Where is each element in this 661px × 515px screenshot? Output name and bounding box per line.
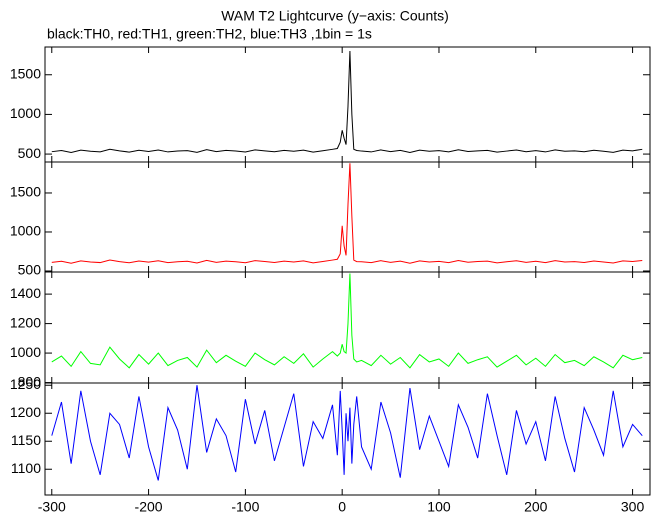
y-tick-label: 500 <box>18 262 42 278</box>
panel-frame <box>44 382 651 496</box>
x-tick-label: 200 <box>524 499 548 515</box>
y-tick-label: 1250 <box>10 376 41 392</box>
x-tick-label: 300 <box>621 499 645 515</box>
x-tick-label: 0 <box>338 499 346 515</box>
y-tick-label: 1150 <box>11 432 41 448</box>
panel-frame <box>44 46 651 163</box>
chart-subtitle: black:TH0, red:TH1, green:TH2, blue:TH3 … <box>47 26 372 42</box>
x-tick-label: -200 <box>135 499 163 515</box>
y-tick-label: 1500 <box>10 65 41 81</box>
y-tick-label: 1200 <box>10 404 41 420</box>
y-tick-label: 1000 <box>10 223 41 239</box>
y-tick-label: 500 <box>18 145 42 161</box>
chart-title: WAM T2 Lightcurve (y−axis: Counts) <box>221 8 449 24</box>
y-tick-label: 1500 <box>10 184 41 200</box>
y-tick-label: 800 <box>18 373 42 389</box>
y-tick-label: 1200 <box>10 314 41 330</box>
y-tick-label: 1000 <box>10 344 41 360</box>
series-line <box>51 385 643 481</box>
series-line <box>51 163 643 264</box>
series-line <box>51 50 643 153</box>
y-tick-label: 1100 <box>11 460 41 476</box>
x-tick-label: 100 <box>427 499 451 515</box>
series-line <box>51 273 643 369</box>
x-tick-label: -300 <box>38 499 66 515</box>
x-tick-label: -100 <box>231 499 259 515</box>
y-tick-label: 1400 <box>10 285 41 301</box>
y-tick-label: 1000 <box>10 105 41 121</box>
